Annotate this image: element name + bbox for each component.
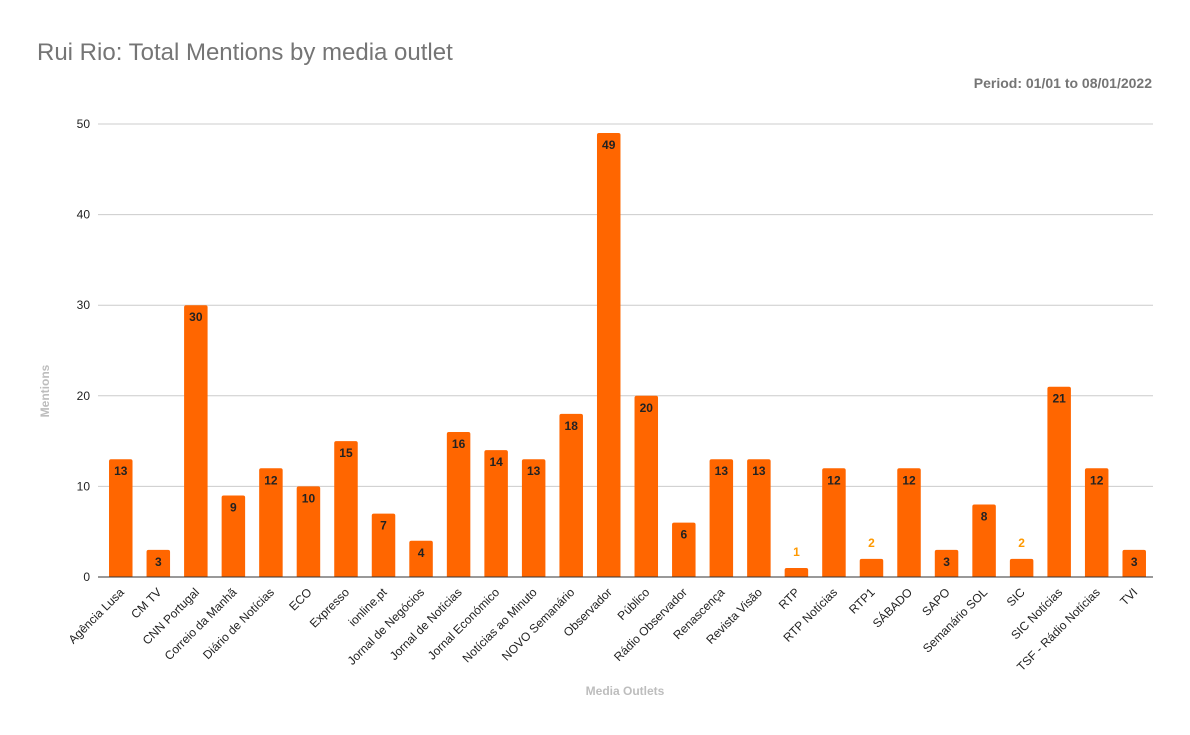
x-tick-label: Diário de Notícias: [200, 585, 277, 662]
bar: [1009, 558, 1034, 577]
data-label: 10: [302, 491, 316, 505]
bar: [409, 540, 433, 577]
bar: [709, 459, 734, 577]
y-axis-title: Mentions: [38, 364, 52, 417]
y-tick-label: 30: [77, 298, 91, 312]
data-label: 13: [527, 464, 541, 478]
data-label: 16: [452, 437, 466, 451]
data-label: 13: [715, 464, 729, 478]
y-tick-label: 50: [77, 117, 91, 131]
bar: [559, 413, 583, 577]
y-tick-label: 40: [77, 208, 91, 222]
bar: [747, 459, 771, 577]
data-label: 49: [602, 138, 616, 152]
bar: [184, 305, 208, 577]
bar: [521, 459, 546, 577]
bar: [972, 504, 996, 577]
x-tick-label: SIC: [1004, 585, 1028, 609]
x-tick-label: Expresso: [307, 585, 353, 631]
data-label: 15: [339, 446, 353, 460]
bar: [822, 468, 846, 577]
data-label: 7: [380, 519, 387, 533]
data-label: 12: [1090, 473, 1104, 487]
x-tick-label: Semanário SOL: [920, 585, 991, 656]
bar: [334, 441, 358, 577]
x-tick-label: ECO: [286, 585, 314, 613]
data-label: 14: [489, 455, 503, 469]
data-label: 1: [793, 545, 800, 559]
x-tick-label: Agência Lusa: [66, 585, 128, 647]
data-label: 12: [264, 473, 278, 487]
x-tick-label: CM TV: [128, 585, 164, 621]
x-tick-label: SAPO: [919, 585, 952, 618]
data-label: 12: [902, 473, 916, 487]
bar: [672, 522, 696, 577]
bar: [221, 495, 246, 577]
chart-title: Rui Rio: Total Mentions by media outlet: [37, 39, 453, 66]
bar: [784, 567, 809, 577]
bar: [259, 468, 283, 577]
bar: [596, 133, 621, 577]
data-label: 9: [230, 500, 237, 514]
y-axis-ticks: 0 10 20 30 40 50: [77, 117, 91, 584]
bar: [934, 549, 959, 577]
data-label: 2: [868, 536, 875, 550]
data-label: 20: [640, 401, 654, 415]
bar: [1084, 468, 1109, 577]
bar: [634, 395, 659, 577]
x-tick-label: RTP: [776, 585, 803, 612]
bar: [146, 549, 171, 577]
bars: [109, 133, 1146, 577]
data-label: 30: [189, 310, 203, 324]
data-label: 3: [1131, 555, 1138, 569]
y-tick-label: 10: [77, 479, 91, 493]
x-tick-label: RTP1: [846, 585, 878, 617]
bar: [446, 432, 471, 577]
data-label: 13: [752, 464, 766, 478]
data-label: 6: [680, 528, 687, 542]
data-label: 21: [1052, 392, 1066, 406]
x-axis-title: Media Outlets: [586, 684, 665, 698]
x-tick-label: SÁBADO: [869, 585, 915, 631]
bar: [1047, 386, 1071, 577]
data-label: 8: [981, 510, 988, 524]
data-label: 4: [418, 546, 425, 560]
x-tick-label: TVI: [1117, 585, 1140, 608]
bar: [484, 450, 508, 577]
gridlines: [98, 123, 1153, 487]
bar: [109, 459, 133, 577]
bar: [859, 558, 884, 577]
y-tick-label: 0: [83, 570, 90, 584]
bar: [296, 486, 321, 577]
data-label: 3: [943, 555, 950, 569]
bar: [371, 513, 396, 577]
data-label: 3: [155, 555, 162, 569]
data-label: 12: [827, 473, 841, 487]
bar: [1122, 549, 1146, 577]
bar: [897, 468, 921, 577]
data-label: 13: [114, 464, 128, 478]
y-tick-label: 20: [77, 389, 91, 403]
chart-subtitle: Period: 01/01 to 08/01/2022: [974, 75, 1152, 91]
data-label: 2: [1018, 536, 1025, 550]
data-label: 18: [565, 419, 579, 433]
